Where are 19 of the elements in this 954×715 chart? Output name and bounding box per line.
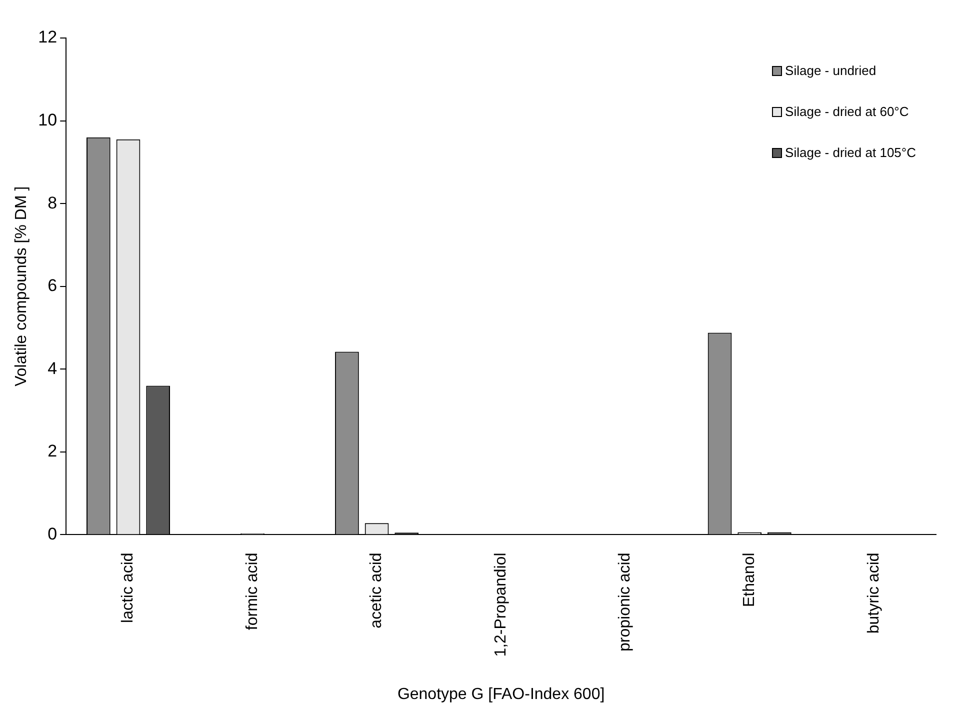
x-tick-label: Ethanol <box>741 552 758 607</box>
y-tick-label: 12 <box>38 28 58 47</box>
x-tick-label: acetic acid <box>368 552 386 628</box>
legend-label: Silage - dried at 105°C <box>785 145 916 160</box>
x-axis-title: Genotype G [FAO-Index 600] <box>397 686 605 703</box>
legend-label: Silage - dried at 60°C <box>785 104 909 119</box>
x-tick-label: butyric acid <box>865 552 882 634</box>
y-tick-label: 4 <box>48 358 58 378</box>
y-tick-label: 8 <box>48 193 58 212</box>
x-tick-label: lactic acid <box>120 552 137 623</box>
y-tick-label: 6 <box>48 276 58 296</box>
y-tick-label: 2 <box>48 442 58 461</box>
y-tick-label: 10 <box>38 110 58 130</box>
x-tick-label: 1,2-Propandiol <box>492 552 510 657</box>
x-tick-label: propionic acid <box>616 552 634 652</box>
y-tick-label: 0 <box>48 524 58 544</box>
legend-label: Silage - undried <box>785 63 876 78</box>
y-axis-title: Volatile compounds [% DM ] <box>13 186 30 386</box>
x-tick-label: formic acid <box>244 552 261 630</box>
